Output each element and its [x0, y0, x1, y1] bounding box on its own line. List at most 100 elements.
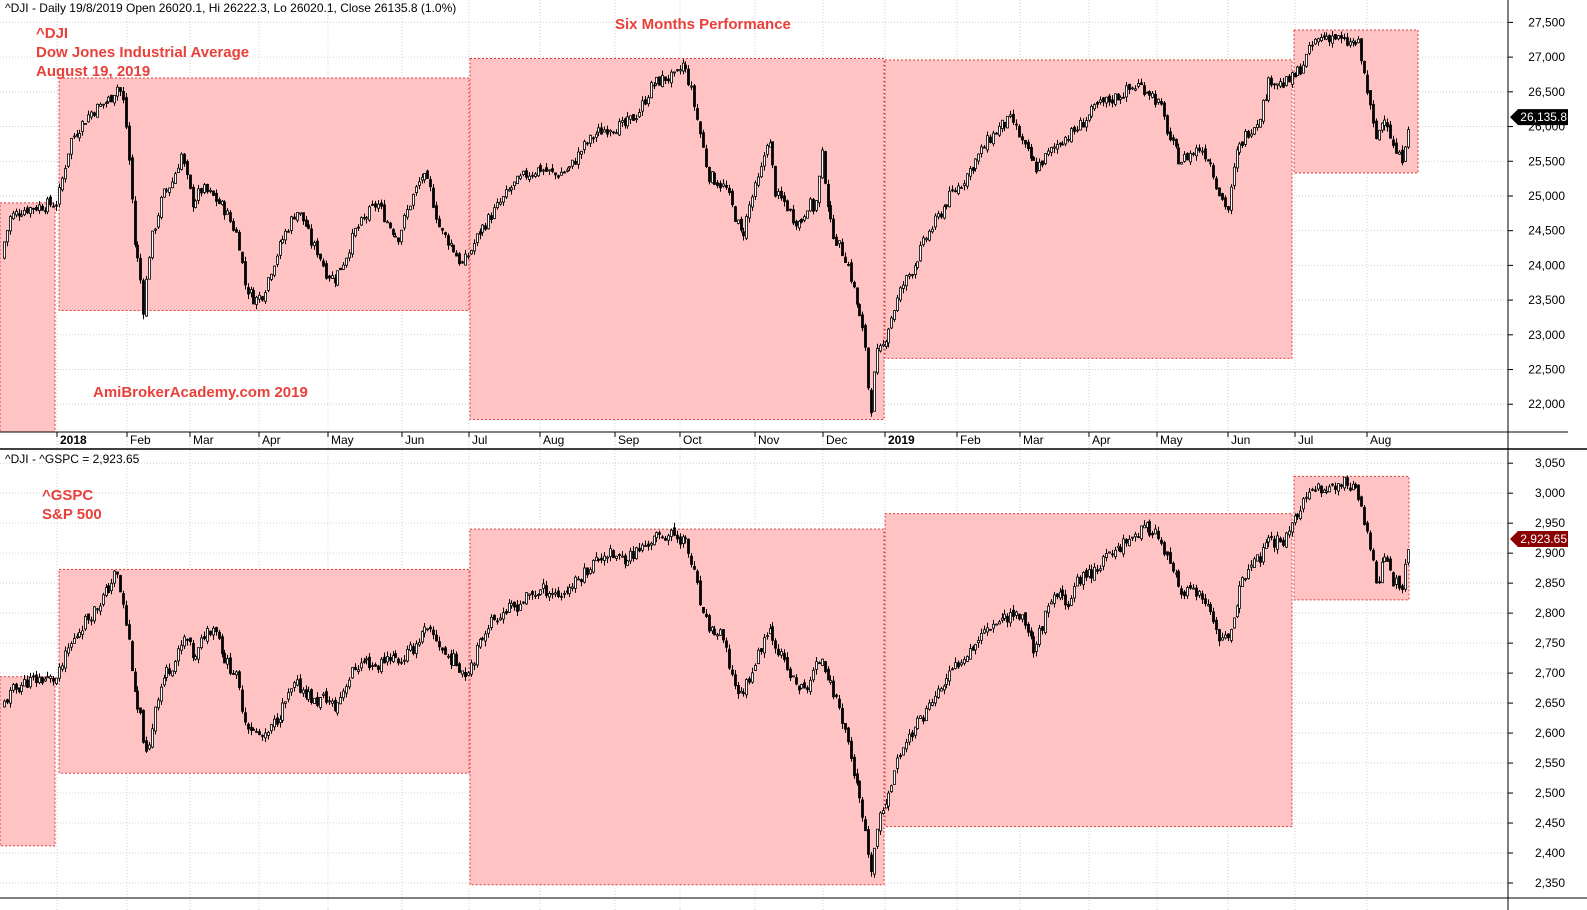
spx-candle-body [423, 626, 426, 634]
dji-candle-body [455, 252, 458, 257]
dji-candle-body [702, 132, 705, 148]
spx-candle-body [548, 592, 551, 598]
spx-candle-body [197, 647, 200, 660]
dji-candle-body [795, 220, 798, 227]
spx-candle-body [1067, 603, 1070, 608]
dji-y-tick-label: 24,500 [1528, 224, 1565, 238]
dji-candle-body [1360, 38, 1363, 62]
dji-candle-body [513, 181, 516, 187]
spx-candle-body [1209, 604, 1212, 612]
dji-candle-body [58, 187, 61, 205]
dji-candle-body [943, 206, 946, 219]
dji-candle-body [293, 216, 296, 220]
spx-candle-body [154, 706, 157, 732]
dji-candle-body [537, 167, 540, 177]
x-tick-label: Apr [1092, 433, 1111, 447]
x-tick-label: 2018 [60, 433, 87, 447]
dji-candle-body [835, 236, 838, 246]
spx-candle-body [1204, 598, 1207, 605]
spx-candle-body [221, 636, 224, 655]
x-tick-label: Dec [826, 433, 847, 447]
dji-candle-body [989, 136, 992, 143]
spx-candle-body [1273, 538, 1276, 548]
spx-candle-body [1386, 557, 1389, 562]
spx-candle-body [824, 661, 827, 673]
spx-candle-body [1122, 538, 1125, 555]
dji-candle-body [29, 207, 32, 215]
dji-candle-body [1262, 100, 1265, 122]
spx-candle-body [542, 583, 545, 589]
dji-candle-body [1056, 144, 1059, 150]
spx-candle-body [742, 692, 745, 695]
dji-candle-body [1389, 124, 1392, 139]
x-tick-label: Jun [405, 433, 424, 447]
spx-candle-body [844, 723, 847, 730]
spx-candle-body [15, 683, 18, 690]
spx-candle-body [49, 675, 52, 679]
spx-candle-body [287, 692, 290, 700]
dji-candle-body [276, 255, 279, 265]
spx-candle-body [1212, 611, 1215, 623]
spx-candle-body [725, 640, 728, 648]
dji-candle-body [3, 241, 6, 259]
dji-candle-body [1386, 122, 1389, 128]
dji-candle-body [664, 76, 667, 81]
dji-candle-body [496, 202, 499, 209]
dji-candle-body [737, 219, 740, 224]
spx-candle-body [1154, 528, 1157, 535]
spx-candle-body [148, 744, 151, 750]
spx-y-tick-label: 2,400 [1535, 846, 1565, 860]
dji-candle-body [1296, 66, 1299, 76]
dji-candle-body [815, 200, 818, 211]
dji-candle-body [803, 216, 806, 221]
spx-candle-body [705, 613, 708, 617]
spx-candle-body [1299, 510, 1302, 520]
spx-candle-body [1369, 532, 1372, 550]
spx-candle-body [1285, 532, 1288, 548]
spx-candle-body [914, 726, 917, 736]
spx-candle-body [1056, 593, 1059, 598]
dji-six-month-range-zone [884, 59, 1293, 359]
spx-candle-body [499, 617, 502, 621]
spx-candle-body [61, 665, 64, 670]
spx-candle-body [1105, 553, 1108, 558]
dji-candle-body [252, 290, 255, 305]
spx-candle-body [818, 662, 821, 665]
spx-candle-body [1407, 549, 1410, 564]
dji-candle-body [716, 182, 719, 187]
dji-candle-body [389, 222, 392, 229]
dji-candle-body [812, 199, 815, 212]
spx-candle-body [429, 626, 432, 630]
spx-candle-body [618, 554, 621, 556]
dji-candle-body [742, 231, 745, 237]
spx-candle-body [490, 616, 493, 628]
spx-candle-body [299, 678, 302, 693]
spx-candle-body [850, 740, 853, 759]
dji-candle-body [563, 171, 566, 174]
spx-candle-body [1172, 562, 1175, 572]
dji-candle-body [261, 296, 264, 301]
dji-candle-body [1003, 121, 1006, 128]
spx-candle-body [647, 543, 650, 547]
dji-candle-body [1114, 93, 1117, 105]
spx-candle-body [1085, 570, 1088, 578]
spx-candle-body [693, 565, 696, 570]
dji-candle-body [1317, 38, 1320, 43]
spx-y-tick-label: 2,650 [1535, 696, 1565, 710]
spx-candle-body [35, 674, 38, 683]
spx-candle-body [310, 689, 313, 704]
dji-candle-body [609, 130, 612, 133]
spx-candle-body [925, 708, 928, 722]
dji-candle-body [809, 198, 812, 212]
spx-candle-body [496, 620, 499, 623]
spx-candle-body [1331, 483, 1334, 486]
spx-candle-body [1143, 524, 1146, 529]
dji-candle-body [516, 175, 519, 185]
dji-last-value-label: 26,135.8 [1520, 110, 1567, 124]
dji-candle-body [484, 225, 487, 230]
dji-candle-body [618, 121, 621, 136]
dji-candle-body [589, 134, 592, 144]
dji-candle-body [93, 112, 96, 116]
spx-candle-body [168, 668, 171, 675]
dji-candle-body [209, 190, 212, 192]
